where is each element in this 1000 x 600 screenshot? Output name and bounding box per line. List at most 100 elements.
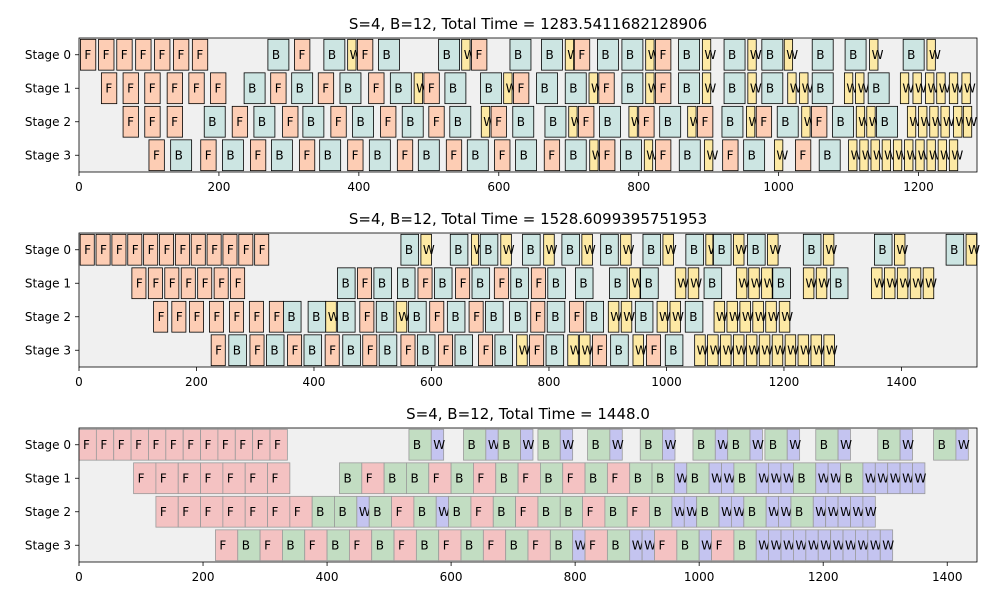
task-block-rect (397, 267, 416, 300)
task-block-label: F (169, 276, 176, 290)
task-block-label: B (605, 243, 613, 257)
task-block-F: F (478, 334, 493, 367)
task-block-B: B (253, 105, 276, 138)
task-block-label: F (187, 438, 194, 452)
task-block-label: F (274, 438, 281, 452)
task-block-B: B (564, 139, 587, 172)
task-block-rect (171, 300, 187, 333)
task-block-rect (687, 105, 697, 138)
task-block-rect (494, 139, 511, 172)
task-block-W: W (871, 267, 885, 300)
task-block-rect (166, 72, 183, 105)
task-block-F: F (515, 495, 539, 528)
task-block-F: F (127, 233, 143, 266)
task-block-rect (599, 105, 621, 138)
task-block-W: W (837, 495, 852, 528)
task-block-F: F (174, 233, 190, 266)
task-block-W: W (862, 495, 877, 528)
task-block-rect (948, 139, 959, 172)
task-block-label: B (823, 148, 831, 162)
task-block-rect (325, 300, 337, 333)
task-block-F: F (362, 334, 378, 367)
task-block-label: F (170, 438, 177, 452)
task-block-rect (815, 267, 828, 300)
task-block-rect (395, 300, 408, 333)
task-block-rect (559, 428, 574, 461)
task-block-label: W (865, 505, 877, 519)
task-block-B: B (434, 267, 453, 300)
task-block-rect (568, 105, 578, 138)
task-block-label: W (872, 48, 884, 62)
task-block-label: W (716, 310, 728, 324)
task-block-rect (250, 139, 267, 172)
task-block-B: B (829, 267, 849, 300)
task-block-label: W (790, 81, 802, 95)
task-block-F: F (155, 462, 179, 495)
task-block-label: F (213, 310, 220, 324)
task-block-label: W (690, 276, 702, 290)
task-block-rect (802, 267, 815, 300)
task-block-label: F (473, 310, 480, 324)
task-block-rect (588, 72, 598, 105)
task-block-label: B (422, 148, 430, 162)
task-block-rect (761, 72, 784, 105)
task-block-label: F (193, 81, 200, 95)
task-block-label: F (631, 505, 638, 519)
task-block-F: F (400, 334, 416, 367)
task-block-F: F (210, 72, 227, 105)
task-block-label: B (438, 276, 446, 290)
task-block-rect (490, 105, 507, 138)
task-block-W: W (500, 233, 515, 266)
xtick-label: 0 (75, 375, 83, 389)
task-block-F: F (493, 267, 509, 300)
task-block-B: B (547, 267, 566, 300)
task-block-W: W (884, 267, 898, 300)
task-block-F: F (494, 139, 511, 172)
chart-panel-2: S=4, B=12, Total Time = 1448.0 Stage 0 Sta… (25, 405, 978, 584)
xtick-label: 400 (303, 375, 326, 389)
task-block-label: B (626, 48, 634, 62)
task-block-B: B (659, 105, 682, 138)
task-block-B: B (307, 300, 327, 333)
task-block-rect (937, 139, 947, 172)
task-block-label: B (394, 81, 402, 95)
task-block-rect (100, 72, 118, 105)
task-block-F: F (259, 529, 283, 562)
task-block-rect (541, 38, 563, 71)
task-block-B: B (761, 72, 784, 105)
task-block-rect (723, 72, 746, 105)
task-block-rect (287, 334, 303, 367)
task-block-rect (373, 267, 392, 300)
task-block-W: W (961, 72, 976, 105)
task-block-F: F (143, 233, 159, 266)
task-block-label: F (659, 538, 666, 552)
task-block-label: W (770, 243, 782, 257)
task-block-label: W (968, 243, 980, 257)
task-block-F: F (438, 334, 454, 367)
task-block-rect (282, 105, 299, 138)
task-block-B: B (772, 267, 791, 300)
task-block-label: B (683, 148, 691, 162)
task-block-label: W (873, 276, 885, 290)
task-block-F: F (254, 233, 270, 266)
task-block-F: F (287, 334, 303, 367)
task-block-label: W (488, 438, 500, 452)
task-block-W: W (815, 267, 830, 300)
task-block-W: W (543, 233, 558, 266)
task-block-F: F (244, 495, 268, 528)
task-block-F: F (606, 462, 631, 495)
task-block-F: F (155, 495, 179, 528)
task-block-rect (79, 233, 95, 266)
task-block-W: W (965, 233, 980, 266)
task-block-F: F (148, 139, 165, 172)
xtick-label: 1200 (769, 375, 800, 389)
task-block-rect (339, 72, 362, 105)
task-block-rect (598, 72, 615, 105)
task-block-label: F (159, 48, 166, 62)
task-block-label: B (455, 471, 463, 485)
task-block-B: B (203, 105, 226, 138)
task-block-rect (761, 267, 773, 300)
task-block-rect (197, 267, 213, 300)
task-block-B: B (494, 334, 513, 367)
task-block-rect (685, 233, 704, 266)
